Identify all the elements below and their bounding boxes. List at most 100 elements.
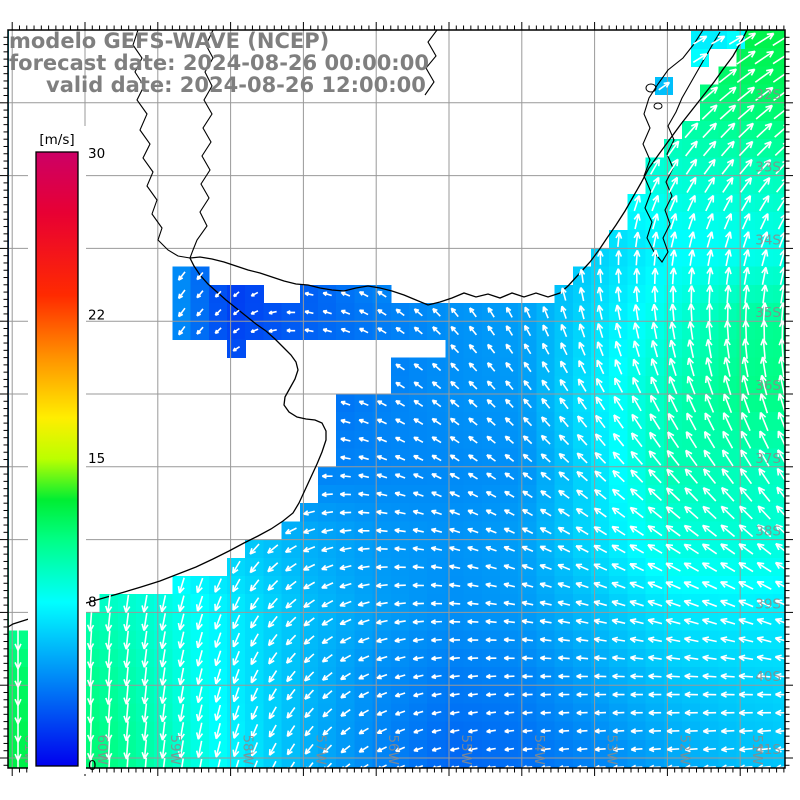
wind-direction-arrow xyxy=(321,635,334,645)
wind-direction-arrow xyxy=(0,398,3,409)
wind-direction-arrow xyxy=(412,637,424,643)
wind-direction-arrow xyxy=(741,356,749,378)
wind-direction-arrow xyxy=(668,375,678,395)
wind-direction-arrow xyxy=(776,486,785,503)
wind-direction-arrow xyxy=(612,728,625,734)
wind-direction-arrow xyxy=(757,486,771,502)
wind-direction-arrow xyxy=(756,561,772,573)
wind-direction-arrow xyxy=(486,454,496,462)
wind-direction-arrow xyxy=(702,672,717,680)
wind-direction-arrow xyxy=(658,81,671,91)
wind-direction-arrow xyxy=(249,561,260,574)
wind-direction-arrow xyxy=(720,617,736,625)
wind-direction-arrow xyxy=(375,582,388,589)
wind-direction-arrow xyxy=(593,544,608,554)
wind-cell xyxy=(681,758,701,768)
wind-direction-arrow xyxy=(756,636,772,643)
wind-direction-arrow xyxy=(413,363,424,371)
wind-direction-arrow xyxy=(395,308,405,317)
wind-direction-arrow xyxy=(647,543,663,554)
wind-direction-arrow xyxy=(756,140,772,157)
wind-direction-arrow xyxy=(468,325,478,336)
wind-direction-arrow xyxy=(722,176,734,193)
wind-direction-arrow xyxy=(558,673,570,680)
wind-direction-arrow xyxy=(284,562,297,572)
wind-direction-arrow xyxy=(757,727,771,735)
wind-direction-arrow xyxy=(485,637,497,643)
wind-direction-arrow xyxy=(467,600,479,607)
wind-direction-arrow xyxy=(668,394,679,413)
wind-direction-arrow xyxy=(651,249,659,266)
wind-direction-arrow xyxy=(612,469,625,483)
wind-direction-arrow xyxy=(665,487,681,502)
wind-direction-arrow xyxy=(647,654,662,662)
wind-direction-arrow xyxy=(614,286,622,302)
wind-direction-arrow xyxy=(755,86,774,102)
wind-direction-arrow xyxy=(720,562,736,573)
wind-direction-arrow xyxy=(758,467,771,485)
wind-cell xyxy=(317,758,337,768)
wind-direction-arrow xyxy=(669,213,678,230)
wind-direction-arrow xyxy=(611,618,626,625)
wind-direction-arrow xyxy=(0,684,3,706)
wind-direction-arrow xyxy=(557,526,571,535)
wind-direction-arrow xyxy=(431,454,442,462)
wind-direction-arrow xyxy=(0,326,4,335)
wind-direction-arrow xyxy=(485,509,497,516)
wind-direction-arrow xyxy=(720,599,736,608)
wind-direction-arrow xyxy=(195,613,204,631)
wind-direction-arrow xyxy=(705,213,714,230)
wind-direction-arrow xyxy=(232,578,241,593)
wind-direction-arrow xyxy=(578,268,586,283)
wind-direction-arrow xyxy=(648,468,662,484)
wind-direction-arrow xyxy=(723,213,733,230)
colorbar-gradient xyxy=(35,151,79,767)
wind-direction-arrow xyxy=(0,648,3,669)
wind-direction-arrow xyxy=(394,564,406,571)
wind-direction-arrow xyxy=(250,328,259,333)
lat-label: 32S xyxy=(755,87,781,103)
wind-direction-arrow xyxy=(759,356,768,378)
wind-direction-arrow xyxy=(159,703,167,723)
wind-direction-arrow xyxy=(0,702,3,724)
wind-direction-arrow xyxy=(285,634,297,646)
wind-direction-arrow xyxy=(756,542,772,555)
wind-direction-arrow xyxy=(541,342,550,355)
wind-direction-arrow xyxy=(503,600,516,607)
wind-direction-arrow xyxy=(159,685,167,705)
wind-direction-arrow xyxy=(395,381,405,389)
wind-direction-arrow xyxy=(232,327,240,334)
wind-direction-arrow xyxy=(649,158,661,175)
wind-direction-arrow xyxy=(596,359,605,375)
wind-direction-arrow xyxy=(693,35,708,45)
wind-direction-arrow xyxy=(431,655,442,661)
wind-direction-arrow xyxy=(739,158,753,175)
wind-direction-arrow xyxy=(667,158,679,175)
wind-direction-arrow xyxy=(0,558,3,576)
wind-direction-arrow xyxy=(756,580,772,590)
wind-direction-arrow xyxy=(250,687,259,702)
wind-direction-arrow xyxy=(721,449,734,467)
wind-direction-arrow xyxy=(629,544,645,554)
wind-direction-arrow xyxy=(632,322,640,339)
wind-direction-arrow xyxy=(651,285,659,303)
wind-direction-arrow xyxy=(0,720,3,742)
wind-direction-arrow xyxy=(611,563,626,572)
wind-direction-arrow xyxy=(449,417,460,426)
wind-direction-arrow xyxy=(687,194,696,212)
wind-direction-arrow xyxy=(467,491,479,498)
wind-direction-arrow xyxy=(268,310,277,315)
wind-direction-arrow xyxy=(357,582,370,589)
wind-direction-arrow xyxy=(504,472,515,480)
wind-direction-arrow xyxy=(611,636,626,643)
wind-direction-arrow xyxy=(284,545,297,553)
wind-direction-arrow xyxy=(741,411,751,431)
wind-direction-arrow xyxy=(467,637,479,643)
wind-direction-arrow xyxy=(647,636,662,643)
wind-direction-arrow xyxy=(632,376,642,394)
wind-direction-arrow xyxy=(449,436,460,444)
wind-direction-arrow xyxy=(268,742,277,756)
wind-direction-arrow xyxy=(105,630,113,650)
wind-direction-arrow xyxy=(670,231,678,248)
